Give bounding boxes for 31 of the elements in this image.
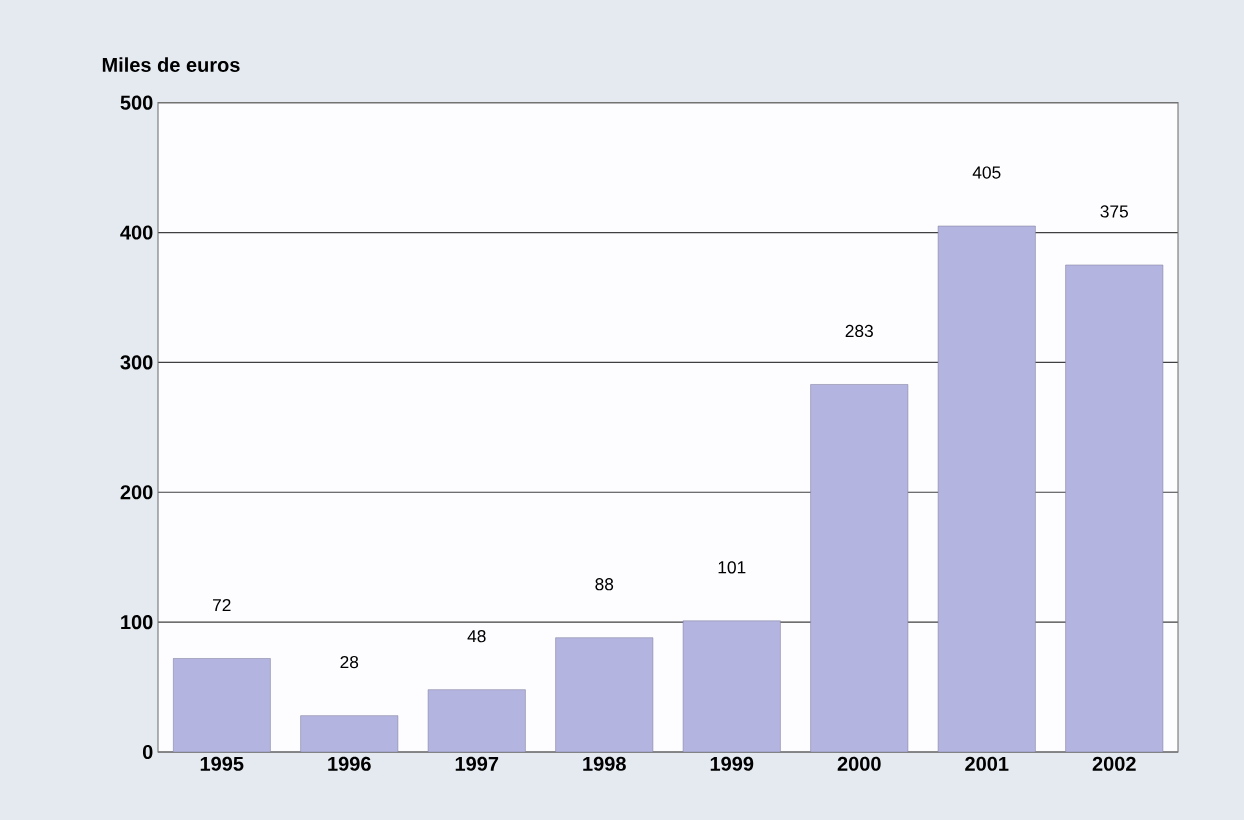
bar xyxy=(428,689,526,752)
data-label: 405 xyxy=(972,166,1001,179)
x-tick-label: 2002 xyxy=(1092,756,1136,771)
bar xyxy=(938,226,1036,752)
bar xyxy=(173,658,271,752)
y-tick-label: 200 xyxy=(120,485,153,500)
x-tick-label: 1999 xyxy=(710,756,754,771)
x-tick-label: 1996 xyxy=(328,756,371,771)
y-tick-label: 0 xyxy=(142,744,153,760)
y-tick-label: 500 xyxy=(120,95,153,110)
x-tick-label: 2000 xyxy=(837,756,881,771)
y-tick-label: 300 xyxy=(120,355,153,370)
x-tick-label: 1998 xyxy=(583,756,626,771)
data-label: 48 xyxy=(467,630,486,643)
bar xyxy=(1065,264,1164,752)
data-label: 72 xyxy=(213,599,231,612)
data-label: 28 xyxy=(340,655,359,669)
y-axis-title: Miles de euros xyxy=(102,57,240,72)
data-label: 375 xyxy=(1100,205,1128,218)
x-tick-label: 1997 xyxy=(455,756,499,771)
data-label: 283 xyxy=(845,324,873,338)
bar xyxy=(810,384,908,752)
y-tick-label: 100 xyxy=(121,615,153,630)
bar xyxy=(683,620,781,752)
data-label: 101 xyxy=(718,561,746,574)
bar xyxy=(555,637,653,752)
bar xyxy=(300,715,398,752)
x-tick-label: 2001 xyxy=(965,756,1009,771)
data-label: 88 xyxy=(595,578,614,591)
x-tick-label: 1995 xyxy=(200,756,244,771)
y-tick-label: 400 xyxy=(120,225,153,240)
